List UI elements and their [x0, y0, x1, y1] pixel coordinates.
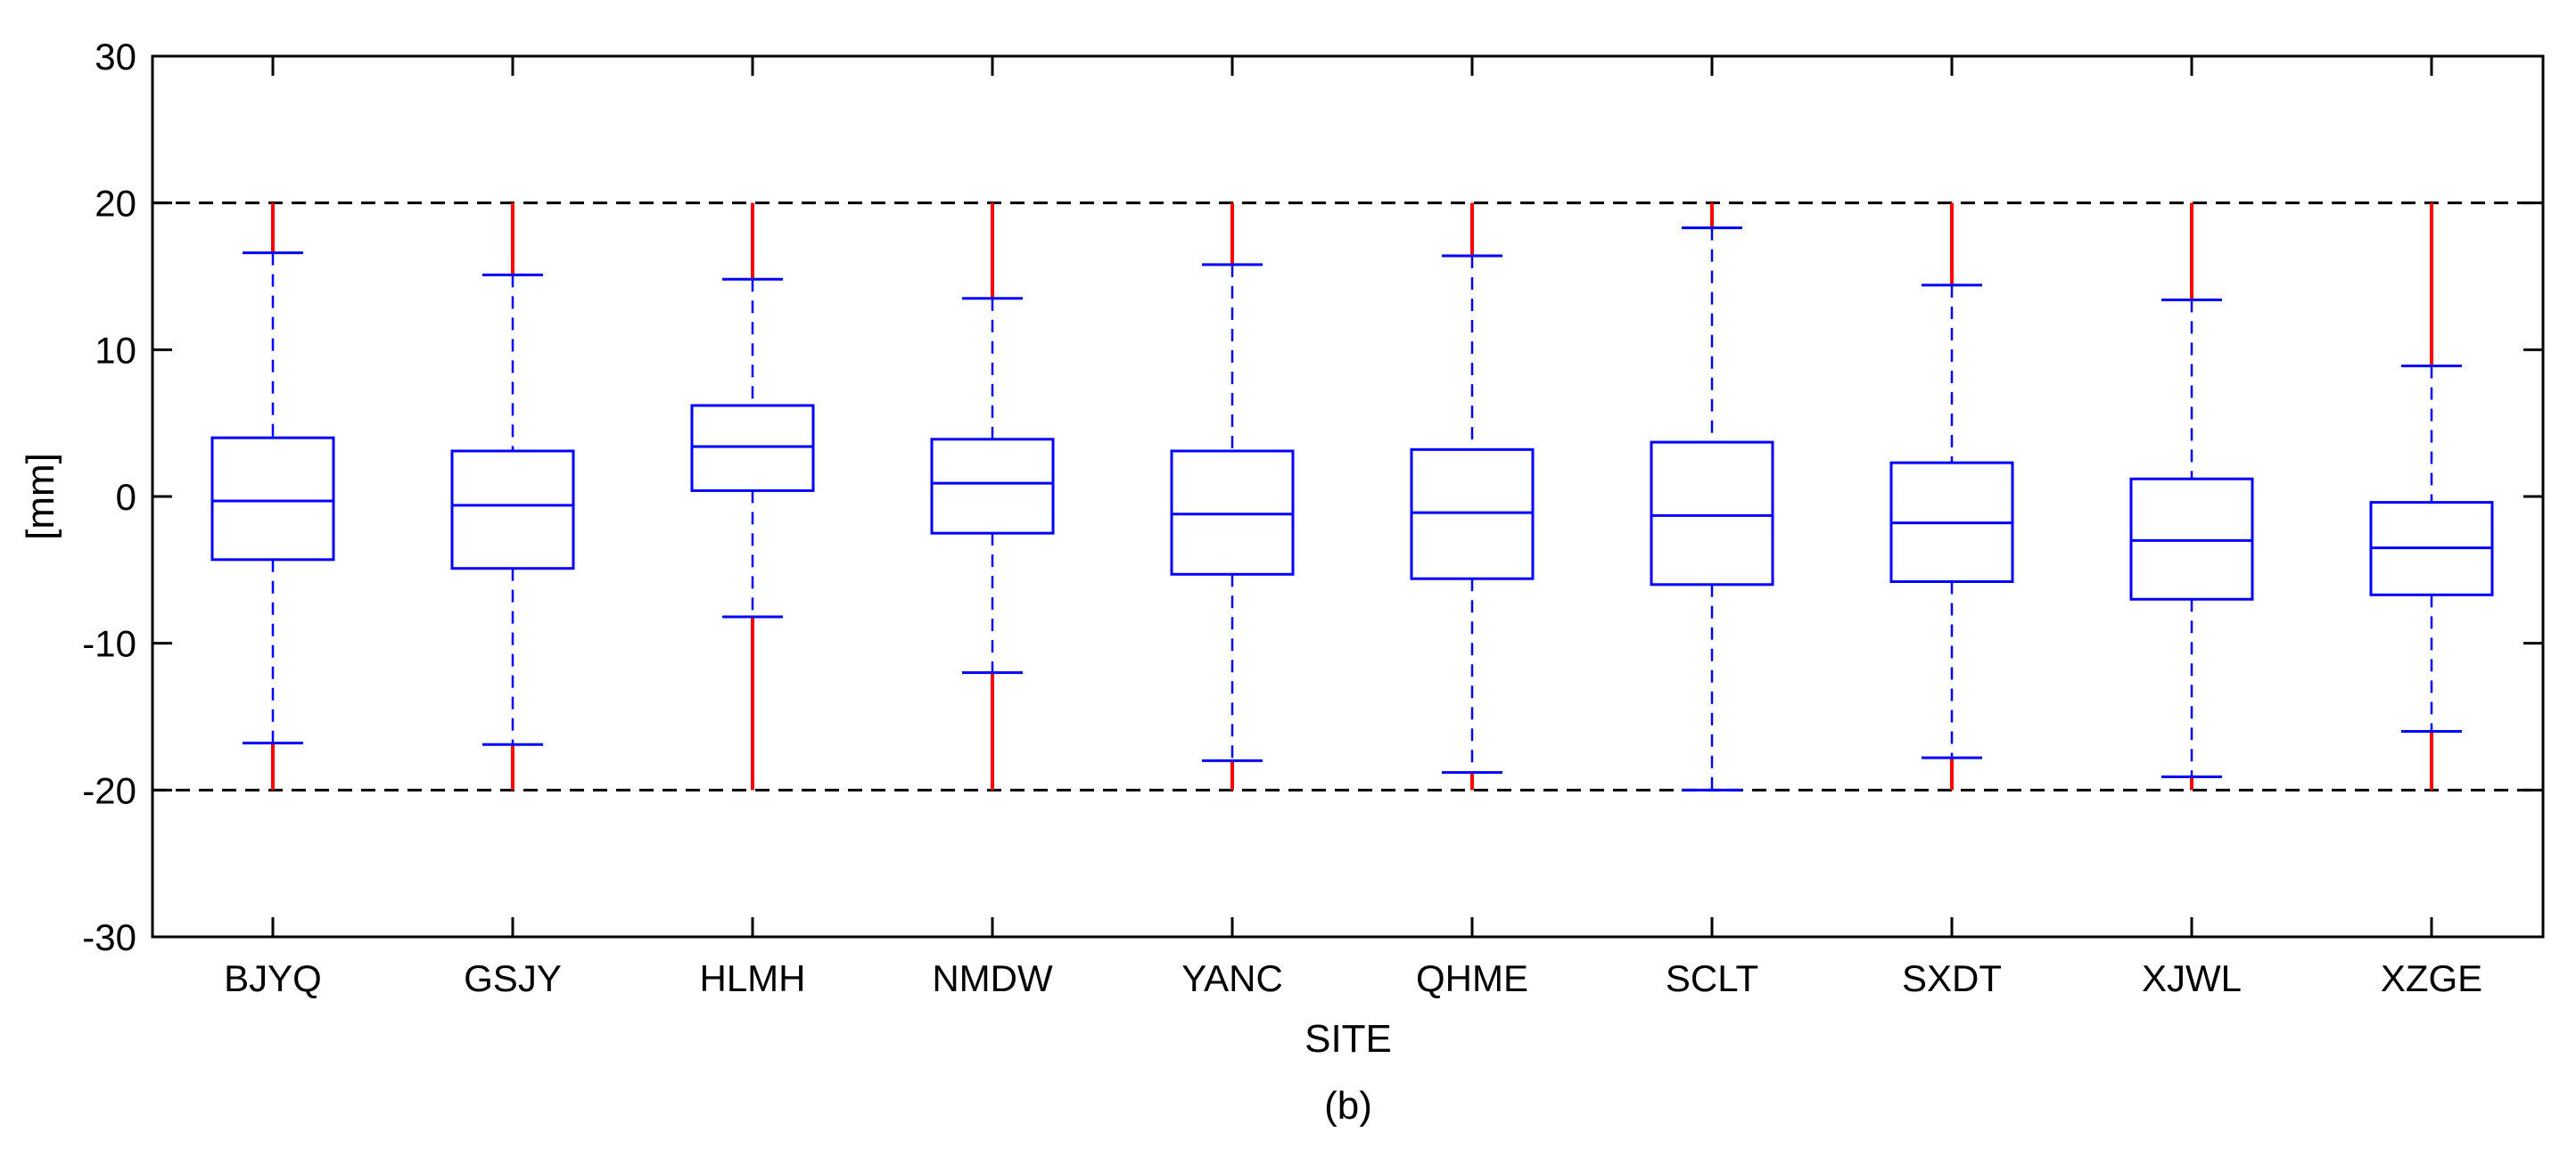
y-tick-label: 20 [95, 183, 136, 225]
x-tick-label: GSJY [464, 957, 562, 999]
iqr-box [930, 438, 1055, 535]
box-xzge [2369, 202, 2494, 791]
iqr-box [210, 436, 335, 562]
axes: 30 20 10 0 -10 -20 -30 BJYQ GSJY HLMH NMDW YANC QHME… [82, 36, 2545, 999]
x-tick-label: XZGE [2381, 957, 2482, 999]
x-tick-label: SXDT [1902, 957, 2002, 999]
box-sclt [1650, 202, 1774, 792]
plot-frame [151, 54, 2545, 939]
x-tick-label: XJWL [2142, 957, 2242, 999]
x-tick-label: SCLT [1666, 957, 1758, 999]
iqr-box [1410, 447, 1535, 580]
figure-caption: (b) [1324, 1084, 1372, 1128]
x-axis-label: SITE [1304, 1017, 1392, 1061]
y-tick-label: 10 [95, 329, 136, 371]
y-tick-label: 0 [116, 476, 136, 518]
box-yanc [1170, 202, 1295, 791]
x-tick-label: BJYQ [224, 957, 322, 999]
y-tick-label: -20 [82, 769, 136, 811]
box-gsjy [450, 202, 575, 791]
y-axis-label: [mm] [19, 453, 62, 540]
box-qhme [1410, 202, 1535, 791]
box-nmdw [930, 202, 1055, 791]
x-tick-label: HLMH [699, 957, 805, 999]
iqr-box [1650, 440, 1774, 587]
x-tick-label: YANC [1181, 957, 1283, 999]
y-tick-label: 30 [95, 36, 136, 78]
iqr-box [1170, 449, 1295, 576]
box-sxdt [1889, 202, 2014, 791]
y-tick-label: -10 [82, 623, 136, 665]
box-hlmh [690, 202, 815, 791]
x-tick-label: QHME [1416, 957, 1528, 999]
x-tick-label: NMDW [932, 957, 1053, 999]
iqr-box [690, 404, 815, 492]
y-tick-label: -30 [82, 916, 136, 958]
box-xjwl [2129, 202, 2254, 791]
box-bjyq [210, 202, 335, 791]
iqr-box [450, 449, 575, 570]
iqr-box [2129, 477, 2254, 601]
plot-area [152, 201, 2543, 792]
